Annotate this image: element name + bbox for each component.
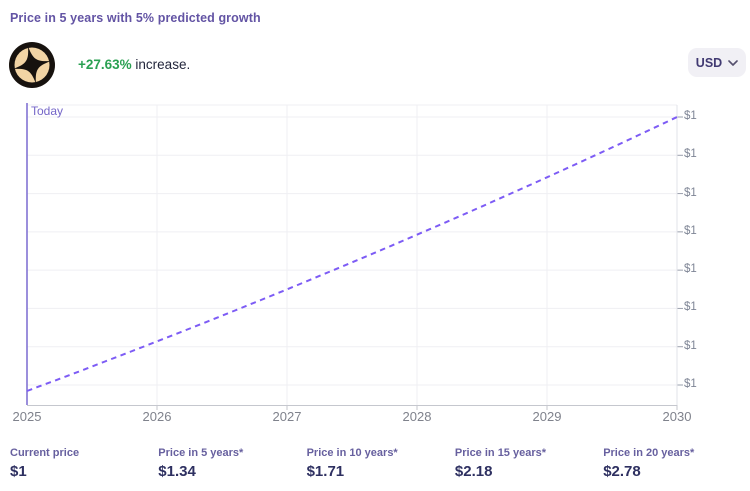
stat-value: $1 bbox=[10, 463, 27, 480]
x-axis-label: 2029 bbox=[532, 409, 562, 424]
chart-canvas bbox=[26, 103, 683, 410]
y-axis-label: $1 bbox=[684, 301, 697, 314]
y-axis-label: $1 bbox=[684, 224, 697, 237]
price-chart: Today 2025 2026 2027 2028 2029 2030 $1 $1 $1 $1 $… bbox=[0, 95, 750, 435]
stat-value: $1.71 bbox=[306, 463, 345, 480]
y-axis-label: $1 bbox=[684, 263, 697, 276]
price-line bbox=[26, 116, 678, 392]
stats-row: Current price $1 Price in 5 years* $1.34 Pri… bbox=[0, 447, 750, 491]
y-axis-label: $1 bbox=[684, 110, 697, 122]
predicted-change: +27.63% increase. bbox=[78, 57, 190, 72]
x-axis-label: 2030 bbox=[662, 409, 692, 424]
y-axis-label: $1 bbox=[684, 186, 697, 199]
page-title: Price in 5 years with 5% predicted growt… bbox=[10, 11, 261, 25]
x-axis-label: 2026 bbox=[142, 409, 172, 424]
change-percent: +27.63% bbox=[78, 57, 132, 72]
y-axis-label: $1 bbox=[684, 378, 697, 390]
today-label: Today bbox=[31, 104, 64, 118]
stat-label: Current price bbox=[10, 447, 80, 459]
y-axis-label: $1 bbox=[684, 148, 697, 161]
y-axis-label: $1 bbox=[684, 339, 697, 352]
stat-value: $2.78 bbox=[603, 463, 641, 480]
stat-label: Price in 15 years* bbox=[454, 447, 547, 459]
change-suffix: increase. bbox=[131, 57, 191, 72]
stat-label: Price in 20 years* bbox=[603, 447, 695, 459]
coin-logo-icon bbox=[8, 41, 56, 89]
x-axis-label: 2025 bbox=[12, 409, 42, 424]
stat-column: Current price $1 bbox=[10, 447, 150, 480]
stat-label: Price in 5 years* bbox=[158, 447, 244, 459]
chevron-down-icon bbox=[728, 59, 739, 66]
stat-value: $2.18 bbox=[454, 463, 493, 480]
stat-column: Price in 5 years* $1.34 bbox=[158, 447, 298, 480]
coin-logo-graphic bbox=[9, 42, 55, 88]
stat-value: $1.34 bbox=[158, 463, 196, 480]
x-axis-label: 2027 bbox=[272, 409, 302, 424]
stat-column: Price in 15 years* $2.18 bbox=[455, 447, 595, 480]
currency-label: USD bbox=[695, 55, 723, 70]
x-axis-label: 2028 bbox=[402, 409, 432, 424]
stat-column: Price in 10 years* $1.71 bbox=[307, 447, 447, 480]
stat-label: Price in 10 years* bbox=[306, 447, 398, 459]
stat-column: Price in 20 years* $2.78 bbox=[603, 447, 743, 480]
currency-selector[interactable]: USD bbox=[688, 48, 746, 77]
